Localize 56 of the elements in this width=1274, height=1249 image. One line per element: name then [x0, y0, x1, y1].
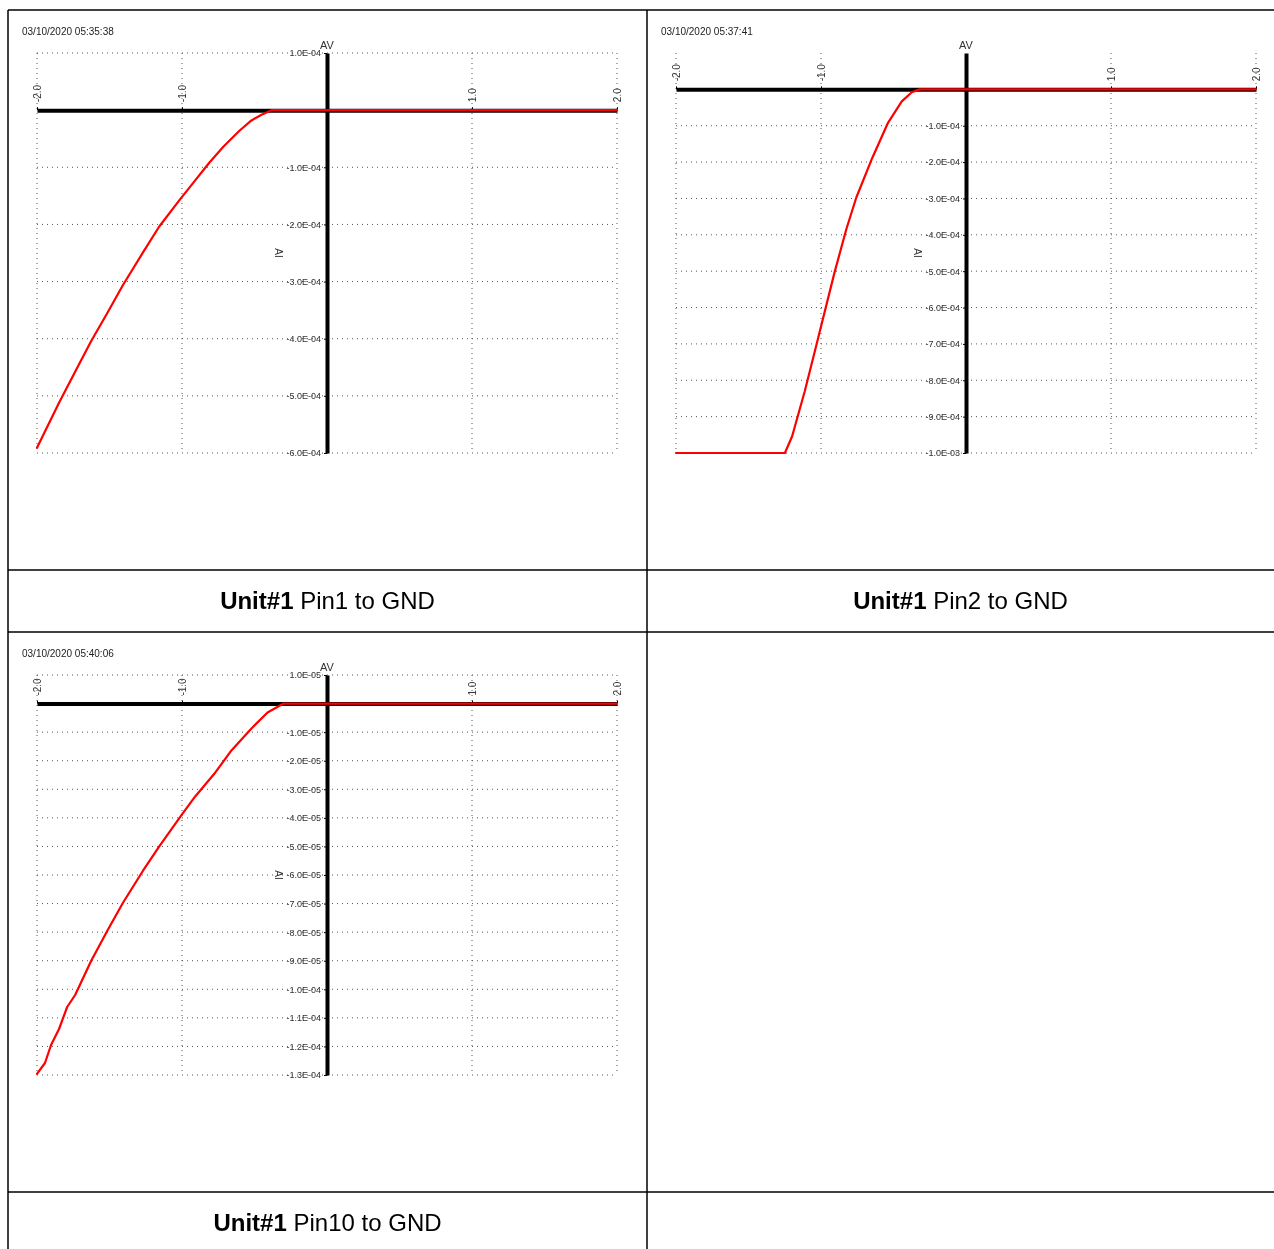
y-tick-label: -7.0E-05 — [286, 898, 321, 909]
y-tick-label: -8.0E-05 — [286, 927, 321, 938]
y-tick-label: -6.0E-04 — [286, 448, 321, 459]
y-tick-label: -1.3E-04 — [286, 1070, 321, 1081]
y-tick-label: -4.0E-05 — [286, 813, 321, 824]
y-tick-label: -6.0E-05 — [286, 870, 321, 881]
y-tick-label: -9.0E-04 — [925, 412, 960, 423]
y-tick-label: -9.0E-05 — [286, 956, 321, 967]
y-tick-label: -4.0E-04 — [286, 334, 321, 345]
y-axis-title: AI — [273, 870, 284, 880]
y-tick-label: -2.0E-04 — [286, 219, 321, 230]
y-tick-label: -3.0E-05 — [286, 784, 321, 795]
line-series — [35, 109, 619, 449]
x-tick-label: 1.0 — [1106, 67, 1117, 82]
x-tick-label: 1.0 — [467, 87, 478, 103]
x-tick-label: -2.0 — [32, 84, 43, 103]
y-tick-label: -5.0E-04 — [286, 391, 321, 402]
x-tick-label: -2.0 — [671, 63, 682, 82]
y-tick-label: -1.2E-04 — [286, 1041, 321, 1052]
x-tick-label: -1.0 — [177, 84, 188, 103]
text: 03/10/2020 05:37:41 — [661, 26, 754, 37]
x-tick-label: 2.0 — [612, 681, 623, 696]
y-tick-label: -8.0E-04 — [925, 375, 960, 386]
x-tick-label: -1.0 — [816, 63, 827, 82]
x-tick-label: -1.0 — [177, 677, 188, 696]
x-axis-title: AV — [320, 39, 335, 51]
y-tick-label: 1.0E-05 — [289, 670, 321, 681]
text: 03/10/2020 05:40:06 — [22, 648, 115, 659]
x-tick-label: 1.0 — [467, 681, 478, 696]
y-tick-label: -7.0E-04 — [925, 339, 960, 350]
y-tick-label: -3.0E-04 — [286, 276, 321, 287]
x-axis-title: AV — [959, 39, 974, 51]
y-tick-label: -1.0E-04 — [925, 121, 960, 132]
y-tick-label: -1.1E-04 — [286, 1013, 321, 1024]
y-tick-label: -6.0E-04 — [925, 302, 960, 313]
y-tick-label: -3.0E-04 — [925, 193, 960, 204]
y-tick-label: -2.0E-04 — [925, 157, 960, 168]
y-tick-label: -2.0E-05 — [286, 756, 321, 767]
y-tick-label: -4.0E-04 — [925, 230, 960, 241]
y-tick-label: -5.0E-05 — [286, 841, 321, 852]
y-tick-label: -1.0E-05 — [286, 727, 321, 738]
y-tick-label: -5.0E-04 — [925, 266, 960, 277]
x-axis-title: AV — [320, 661, 335, 673]
text: Unit#1 Pin1 to GND — [220, 587, 435, 614]
x-tick-label: 2.0 — [1251, 67, 1262, 82]
text: 03/10/2020 05:35:38 — [22, 26, 115, 37]
y-axis-title: AI — [273, 248, 284, 258]
x-tick-label: 2.0 — [612, 87, 623, 103]
y-tick-label: -1.0E-04 — [286, 984, 321, 995]
y-axis-title: AI — [912, 248, 923, 258]
y-tick-label: 1.0E-04 — [289, 48, 321, 59]
x-tick-label: -2.0 — [32, 677, 43, 696]
y-tick-label: -1.0E-04 — [286, 162, 321, 173]
y-tick-label: -1.0E-03 — [925, 448, 960, 459]
text: Unit#1 Pin10 to GND — [213, 1209, 442, 1236]
text: Unit#1 Pin2 to GND — [853, 587, 1068, 614]
